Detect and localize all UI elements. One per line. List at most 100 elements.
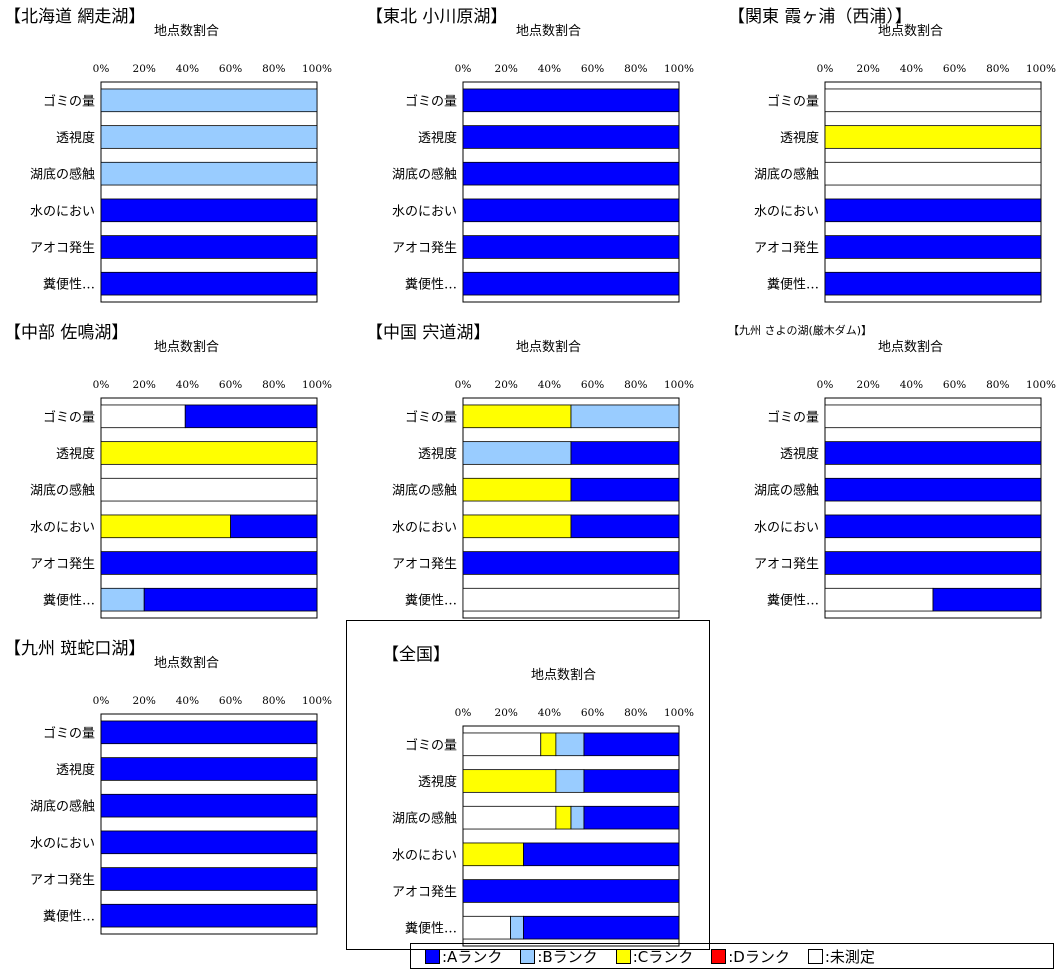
- category-label: ゴミの量: [405, 409, 457, 425]
- chart-title: 【中部 佐鳴湖】: [4, 323, 129, 343]
- category-label: 糞便性…: [405, 594, 457, 609]
- legend-item-b: :Bランク: [520, 946, 598, 967]
- x-tick-label: 40%: [538, 63, 561, 75]
- bar-segment-n: [462, 587, 680, 612]
- x-tick-label: 60%: [581, 63, 604, 75]
- category-label: ゴミの量: [767, 409, 819, 425]
- x-tick-label: 100%: [664, 707, 694, 719]
- x-tick-label: 80%: [624, 707, 647, 719]
- bar-segment-a: [570, 441, 680, 465]
- plot-frame: [100, 81, 318, 303]
- x-tick-label: 40%: [538, 379, 561, 391]
- x-tick-label: 80%: [986, 379, 1009, 391]
- bar-segment-a: [143, 587, 318, 612]
- legend-label-d: :Dランク: [728, 947, 790, 966]
- x-tick-label: 20%: [133, 379, 156, 391]
- plot-frame: [824, 397, 1042, 619]
- bar-segment-a: [462, 271, 680, 296]
- bar-segment-a: [100, 198, 318, 223]
- bar-segment-n: [824, 404, 1042, 429]
- x-tick-label: 60%: [219, 695, 242, 707]
- bar-segment-c: [462, 477, 572, 502]
- x-tick-label: 100%: [1026, 63, 1056, 75]
- category-label: ゴミの量: [43, 725, 95, 741]
- x-tick-label: 20%: [495, 707, 518, 719]
- x-tick-label: 0%: [817, 63, 834, 75]
- x-tick-label: 100%: [664, 379, 694, 391]
- x-tick-label: 0%: [93, 379, 110, 391]
- x-tick-label: 40%: [176, 63, 199, 75]
- category-label: 糞便性…: [43, 594, 95, 609]
- x-tick-label: 80%: [262, 695, 285, 707]
- chart-subtitle: 地点数割合: [531, 668, 597, 683]
- bar-segment-a: [100, 903, 318, 928]
- category-label: 透視度: [56, 446, 95, 462]
- bar-segment-b: [100, 161, 318, 186]
- chart-panel-1: 【北海道 網走湖】 地点数割合 0% 20% 40% 60% 80% 100% ゴミの量 透視度湖…: [4, 2, 344, 312]
- bar-segment-b: [100, 88, 318, 113]
- chart-panel-3: 【関東 霞ヶ浦（西浦）】 地点数割合 0% 20% 40% 60% 80% 100% ゴミの量透…: [728, 2, 1059, 312]
- bar-segment-a: [462, 235, 680, 259]
- category-label: アオコ発生: [754, 557, 819, 572]
- category-label: 湖底の感触: [392, 167, 457, 183]
- x-tick-label: 20%: [495, 63, 518, 75]
- category-label: 湖底の感触: [754, 167, 819, 183]
- chart-subtitle: 地点数割合: [516, 24, 582, 39]
- bar-segment-c: [824, 125, 1042, 149]
- x-tick-label: 100%: [302, 379, 332, 391]
- legend-item-d: :Dランク: [711, 946, 790, 967]
- chart-subtitle: 地点数割合: [154, 340, 220, 355]
- x-tick-label: 60%: [219, 63, 242, 75]
- legend: :Aランク :Bランク :Cランク :Dランク :未測定: [410, 943, 1054, 969]
- chart-svg: 0% 20% 40% 60% 80% 100% ゴミの量透視度湖底の感触水のにおいアオコ発生…: [392, 63, 694, 303]
- chart-title: 【全国】: [382, 645, 450, 665]
- bar-segment-n: [462, 805, 557, 830]
- plot-frame: [100, 713, 318, 935]
- bar-segment-c: [462, 769, 557, 793]
- bar-segment-b: [570, 404, 680, 429]
- bar-segment-c: [540, 732, 557, 757]
- category-label: アオコ発生: [754, 241, 819, 256]
- chart-title: 【中国 宍道湖】: [366, 323, 491, 343]
- category-label: ゴミの量: [767, 93, 819, 109]
- chart-svg: 0% 20% 40% 60% 80% 100% ゴミの量透視度湖底の感触水のにおいアオコ発生…: [30, 695, 332, 935]
- x-tick-label: 60%: [219, 379, 242, 391]
- bar-segment-a: [184, 404, 318, 429]
- bar-segment-a: [462, 125, 680, 149]
- bar-segment-n: [100, 404, 186, 429]
- legend-swatch-c: [615, 948, 631, 964]
- x-tick-label: 0%: [455, 63, 472, 75]
- x-tick-label: 40%: [176, 695, 199, 707]
- category-label: 透視度: [56, 130, 95, 146]
- chart-panel-8: 【全国】 地点数割合 0% 20% 40% 60% 80% 100% ゴミの量 透視度 湖底の感触水…: [366, 634, 706, 947]
- category-label: 透視度: [418, 130, 457, 146]
- chart-panel-7: 【九州 斑蛇口湖】 地点数割合 0% 20% 40% 60% 80% 100% ゴミの量 透視度湖…: [4, 634, 344, 944]
- category-label: アオコ発生: [392, 557, 457, 572]
- x-tick-label: 0%: [455, 379, 472, 391]
- category-label: 糞便性…: [767, 594, 819, 609]
- bar-segment-a: [100, 271, 318, 296]
- legend-label-a: :Aランク: [442, 947, 503, 966]
- x-tick-label: 20%: [857, 63, 880, 75]
- chart-svg: 0% 20% 40% 60% 80% 100% ゴミの量透視度湖底の感触水のにおいアオコ発生…: [392, 379, 694, 619]
- legend-swatch-b: [520, 948, 536, 964]
- bar-segment-a: [583, 732, 680, 757]
- bar-segment-c: [462, 514, 572, 539]
- bar-segment-a: [462, 161, 680, 186]
- bar-segment-a: [932, 587, 1042, 612]
- bar-segment-n: [824, 88, 1042, 113]
- x-tick-label: 80%: [262, 379, 285, 391]
- chart-subtitle: 地点数割合: [154, 656, 220, 671]
- bar-segment-a: [824, 514, 1042, 539]
- bar-segment-a: [100, 793, 318, 818]
- legend-swatch-d: [711, 948, 727, 964]
- category-label: 糞便性…: [405, 278, 457, 293]
- x-tick-label: 0%: [817, 379, 834, 391]
- bar-segment-b: [100, 125, 318, 149]
- chart-title: 【北海道 網走湖】: [4, 7, 146, 27]
- category-label: 湖底の感触: [392, 483, 457, 499]
- bar-segment-c: [100, 441, 318, 465]
- category-label: 水のにおい: [392, 848, 457, 863]
- legend-item-c: :Cランク: [615, 946, 693, 967]
- chart-panel-5: 【中国 宍道湖】 地点数割合 0% 20% 40% 60% 80% 100% ゴミの量 透視度 湖底…: [366, 318, 706, 628]
